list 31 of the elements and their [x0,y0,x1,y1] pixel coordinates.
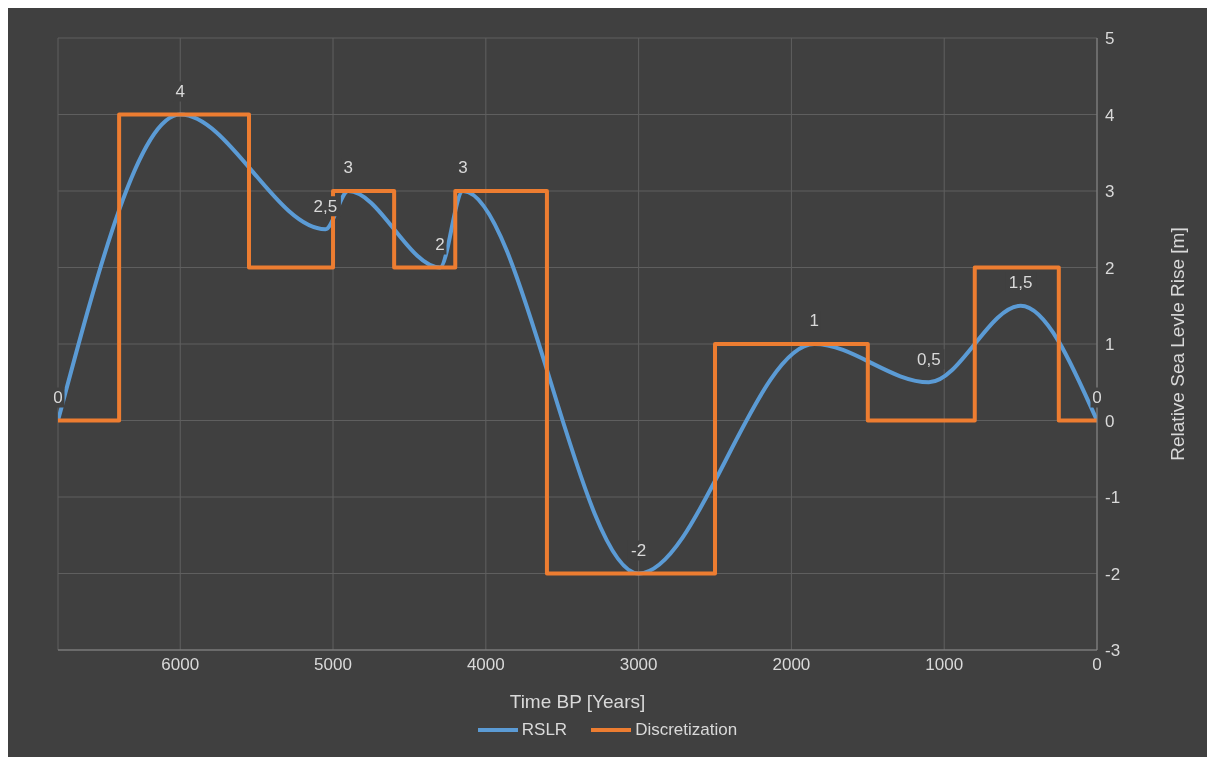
y-tick-label: 1 [1105,335,1115,355]
data-label: 0 [1092,387,1102,407]
legend-label: Discretization [634,720,738,740]
data-label: 1 [809,311,820,331]
x-tick-label: 2000 [772,655,811,675]
y-tick-label: -2 [1105,564,1121,584]
x-tick-label: 1000 [925,655,964,675]
x-tick-label: 0 [1092,655,1102,675]
y-axis-title: Relative Sea Levle Rise [m] [1166,227,1188,461]
data-label: 2,5 [313,196,338,216]
x-tick-label: 3000 [619,655,658,675]
data-label: 3 [458,158,468,178]
x-axis-title: Time BP [Years] [509,691,646,712]
data-label: -2 [631,540,647,560]
y-tick-label: 0 [1105,411,1115,431]
x-tick-label: 6000 [161,655,200,675]
y-tick-label: 2 [1105,258,1115,278]
data-label: 4 [175,81,185,101]
y-tick-label: 4 [1105,105,1115,125]
y-tick-label: -1 [1105,488,1121,508]
data-label: 0 [53,387,63,407]
legend-label: RSLR [520,720,568,740]
y-tick-label: 3 [1105,182,1115,202]
data-label: 0,5 [917,349,941,369]
x-tick-label: 5000 [314,655,352,675]
data-label: 1,5 [1008,273,1033,293]
data-label: 3 [343,158,354,178]
x-tick-label: 4000 [466,655,505,675]
y-tick-label: 5 [1105,29,1115,49]
y-tick-label: -3 [1105,641,1121,661]
data-label: 2 [435,234,445,254]
